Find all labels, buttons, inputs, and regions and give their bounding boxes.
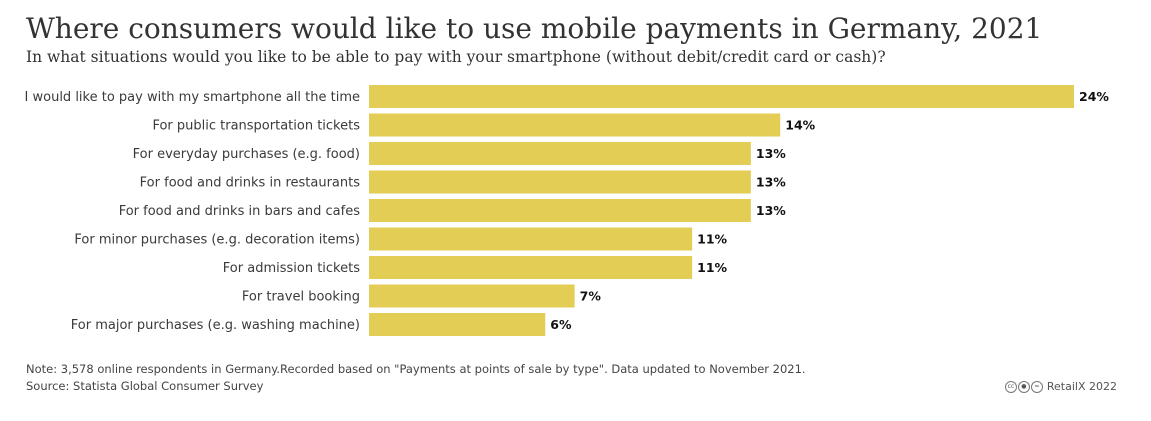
bar [369,284,575,308]
bar [369,199,751,222]
value-label: 11% [697,260,727,275]
category-label: For major purchases (e.g. washing machin… [71,318,360,333]
category-label: For travel booking [242,290,360,305]
bar [369,170,751,194]
category-label: For public transportation tickets [152,119,360,134]
value-label: 13% [756,203,786,218]
value-label: 13% [756,175,786,190]
value-label: 6% [550,317,572,332]
credit-text: RetailX 2022 [1046,380,1117,393]
value-label: 14% [785,118,815,133]
category-label: For admission tickets [223,261,360,276]
bar [369,313,546,336]
bar [369,227,693,251]
category-label: I would like to pay with my smartphone a… [25,90,360,105]
cc-icon: cc [1004,380,1017,393]
value-label: 7% [580,289,602,304]
chart-source: Source: Statista Global Consumer Survey [26,379,264,393]
bar [369,113,781,137]
bar [369,142,751,165]
nd-icon: = [1030,380,1043,393]
by-icon: ● [1017,380,1030,393]
category-label: For food and drinks in bars and cafes [119,204,361,219]
license-icons: cc ● = [1004,380,1043,393]
category-label: For food and drinks in restaurants [140,176,361,191]
bar [369,85,1074,108]
value-label: 13% [756,146,786,161]
category-label: For minor purchases (e.g. decoration ite… [74,233,360,248]
bar-chart: I would like to pay with my smartphone a… [25,85,1109,336]
value-label: 24% [1079,89,1109,104]
credit-block: cc ● = RetailX 2022 [1004,380,1117,393]
page-subtitle: In what situations would you like to be … [26,48,886,66]
chart-note: Note: 3,578 online respondents in German… [26,362,806,376]
category-label: For everyday purchases (e.g. food) [133,147,360,162]
value-label: 11% [697,232,727,247]
bar [369,256,693,279]
page-title: Where consumers would like to use mobile… [26,12,1043,45]
